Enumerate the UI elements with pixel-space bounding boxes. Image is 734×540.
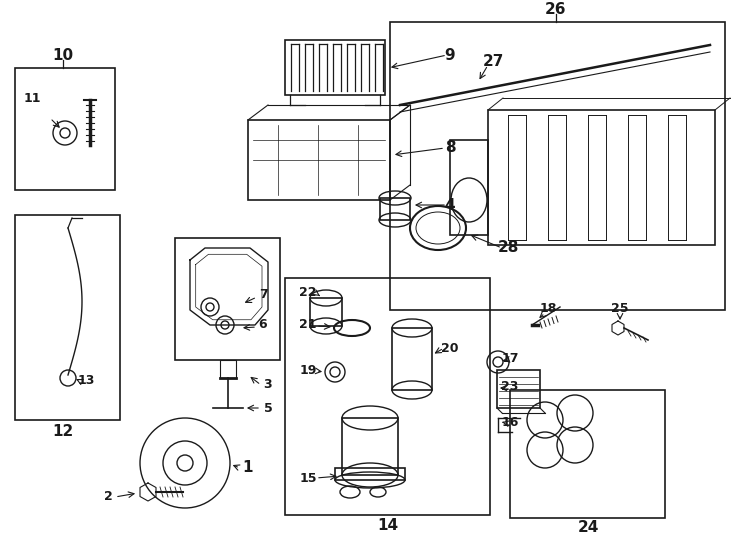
Text: 11: 11 [23, 91, 41, 105]
Bar [220, 360, 236, 378]
Bar [248, 120, 390, 200]
Text: 25: 25 [611, 301, 629, 314]
Text: 1: 1 [243, 461, 253, 476]
Text: 26: 26 [545, 3, 567, 17]
Bar [285, 40, 385, 95]
Text: 13: 13 [77, 374, 95, 387]
Text: 12: 12 [52, 424, 73, 440]
Bar [392, 328, 432, 390]
Text: 22: 22 [299, 286, 317, 299]
Text: 7: 7 [258, 288, 267, 301]
Text: 15: 15 [299, 471, 317, 484]
Text: 17: 17 [501, 352, 519, 365]
Text: 3: 3 [264, 379, 272, 392]
Text: 24: 24 [578, 519, 599, 535]
Text: 14: 14 [377, 518, 399, 534]
Bar [342, 418, 398, 475]
Text: 4: 4 [445, 198, 455, 213]
Text: 28: 28 [498, 240, 519, 255]
Text: 10: 10 [52, 48, 73, 63]
Text: 9: 9 [445, 48, 455, 63]
Text: 18: 18 [539, 301, 556, 314]
Bar [285, 278, 490, 515]
Text: 6: 6 [258, 319, 267, 332]
Bar [310, 298, 342, 326]
Text: 27: 27 [482, 55, 504, 70]
Text: 20: 20 [441, 341, 459, 354]
Text: 23: 23 [501, 380, 519, 393]
Text: 8: 8 [445, 140, 455, 156]
Text: 16: 16 [501, 415, 519, 429]
Bar [175, 238, 280, 360]
Bar [497, 370, 540, 408]
Bar [390, 22, 725, 310]
Bar [335, 468, 405, 480]
Text: 21: 21 [299, 319, 317, 332]
Text: 5: 5 [264, 402, 272, 415]
Bar [380, 198, 410, 220]
Text: 2: 2 [103, 490, 112, 503]
Text: 19: 19 [299, 363, 316, 376]
Bar [488, 110, 715, 245]
Bar [15, 68, 115, 190]
Bar [15, 215, 120, 420]
Bar [510, 390, 665, 518]
Bar [450, 140, 488, 235]
